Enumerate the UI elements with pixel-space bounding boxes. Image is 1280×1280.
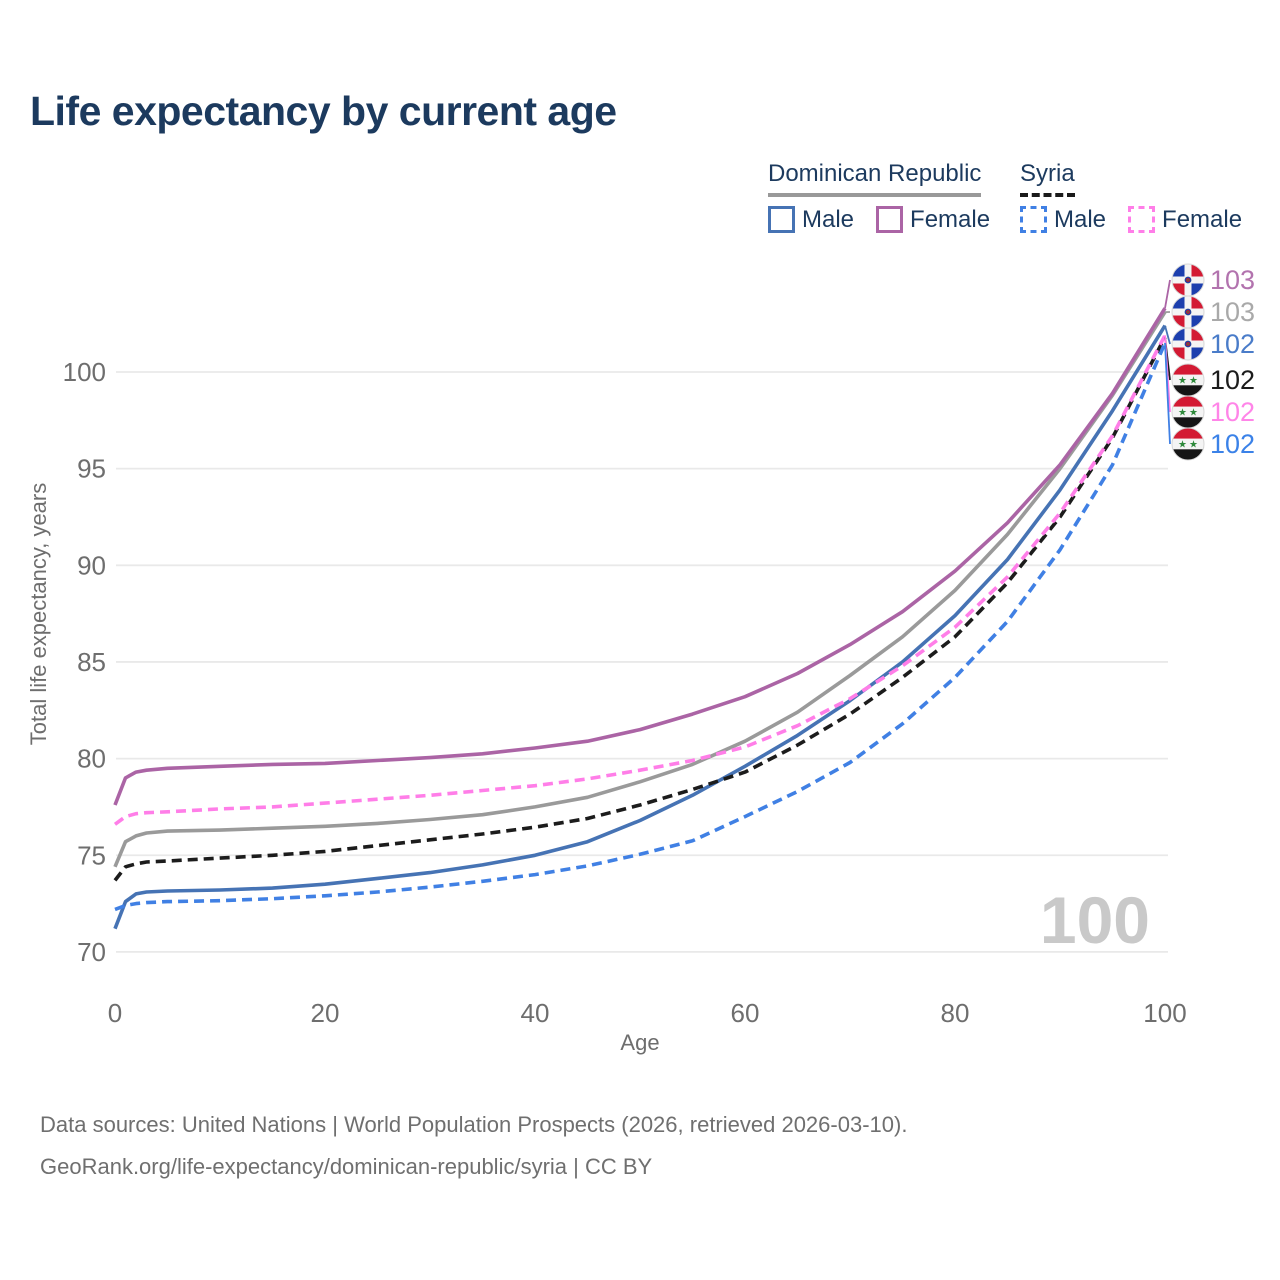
xtick-0: 0 bbox=[108, 998, 122, 1028]
footer-attribution: GeoRank.org/life-expectancy/dominican-re… bbox=[40, 1154, 653, 1179]
legend-item-dr-female[interactable]: Female bbox=[876, 206, 990, 234]
flag-star: ★ bbox=[1178, 440, 1187, 451]
end-value-syria-female: 102 bbox=[1210, 397, 1255, 427]
end-connector-dr-male bbox=[1164, 325, 1171, 345]
ytick-100: 100 bbox=[63, 357, 106, 387]
end-value-dr-total: 103 bbox=[1210, 297, 1255, 327]
legend-swatch-sy-male bbox=[1020, 206, 1047, 234]
legend-swatch-sy-female bbox=[1128, 206, 1156, 234]
ytick-90: 90 bbox=[77, 550, 106, 580]
flag-star: ★ bbox=[1178, 408, 1187, 419]
legend-item-sy-female[interactable]: Female bbox=[1128, 206, 1242, 234]
end-connector-syria-male bbox=[1164, 342, 1171, 445]
legend-label: Female bbox=[1162, 205, 1243, 233]
flag-icon-do-1 bbox=[1171, 295, 1205, 329]
y-axis-title: Total life expectancy, years bbox=[26, 483, 51, 746]
footer-data-sources: Data sources: United Nations | World Pop… bbox=[40, 1112, 908, 1137]
xtick-40: 40 bbox=[521, 998, 550, 1028]
ytick-75: 75 bbox=[77, 840, 106, 870]
series-line-syria-total[interactable] bbox=[113, 336, 1167, 882]
legend-swatch-dr-male bbox=[768, 206, 795, 234]
legend-label: Male bbox=[1054, 205, 1107, 233]
end-connector-dr-female bbox=[1164, 279, 1171, 309]
flag-star: ★ bbox=[1189, 440, 1198, 451]
ytick-70: 70 bbox=[77, 937, 106, 967]
legend-group-syria: Syria Male Female bbox=[1020, 160, 1242, 234]
legend-items-dominican-republic: Male Female bbox=[768, 206, 990, 234]
xtick-60: 60 bbox=[731, 998, 760, 1028]
flag-icon-sy-4: ★ ★ bbox=[1171, 395, 1205, 429]
series-line-syria-female[interactable] bbox=[113, 334, 1167, 826]
series-line-dr-total[interactable] bbox=[113, 311, 1167, 868]
xtick-20: 20 bbox=[311, 998, 340, 1028]
legend-item-dr-male[interactable]: Male bbox=[768, 206, 854, 234]
legend-label: Male bbox=[802, 205, 855, 233]
flag-icon-sy-5: ★ ★ bbox=[1171, 427, 1205, 461]
xtick-100: 100 bbox=[1143, 998, 1186, 1028]
flag-star: ★ bbox=[1189, 408, 1198, 419]
legend-items-syria: Male Female bbox=[1020, 206, 1242, 234]
legend-swatch-dr-female bbox=[876, 206, 904, 234]
end-value-syria-male: 102 bbox=[1210, 429, 1255, 459]
flag-icon-sy-3: ★ ★ bbox=[1171, 363, 1205, 397]
legend-group-dominican-republic: Dominican Republic Male Female bbox=[768, 160, 990, 234]
footer: Data sources: United Nations | World Pop… bbox=[40, 1104, 907, 1188]
flag-icon-do-2 bbox=[1171, 327, 1205, 361]
end-value-syria-total: 102 bbox=[1210, 365, 1255, 395]
ytick-85: 85 bbox=[77, 647, 106, 677]
ytick-80: 80 bbox=[77, 744, 106, 774]
legend-item-sy-male[interactable]: Male bbox=[1020, 206, 1106, 234]
age-counter-watermark: 100 bbox=[1040, 883, 1150, 957]
xtick-80: 80 bbox=[941, 998, 970, 1028]
flag-star: ★ bbox=[1178, 376, 1187, 387]
flag-icon-do-0 bbox=[1171, 263, 1205, 297]
series-line-dr-male[interactable] bbox=[113, 324, 1167, 930]
series-line-syria-male[interactable] bbox=[114, 342, 1167, 912]
flag-star: ★ bbox=[1189, 376, 1198, 387]
series-line-dr-female[interactable] bbox=[113, 307, 1167, 806]
end-value-dr-female: 103 bbox=[1210, 265, 1255, 295]
legend-label: Female bbox=[910, 205, 991, 233]
ytick-95: 95 bbox=[77, 454, 106, 484]
end-value-dr-male: 102 bbox=[1210, 329, 1255, 359]
legend-country-syria[interactable]: Syria bbox=[1020, 160, 1075, 197]
x-axis-title: Age bbox=[620, 1030, 659, 1055]
page-title: Life expectancy by current age bbox=[30, 88, 617, 134]
legend-country-dominican-republic[interactable]: Dominican Republic bbox=[768, 160, 982, 197]
